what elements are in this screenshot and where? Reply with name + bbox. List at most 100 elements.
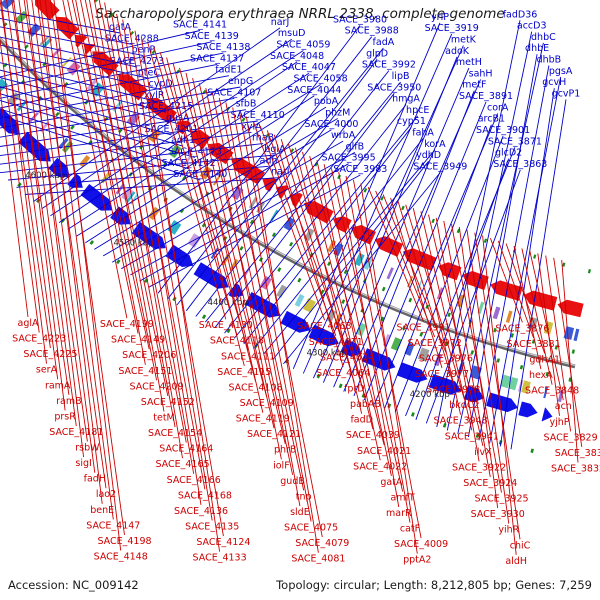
forward-marker-24 <box>70 125 75 130</box>
reverse-feature-block-34 <box>41 37 53 49</box>
forward-gene-leader-line <box>394 135 504 413</box>
figure-title: Saccharopolyspora erythraea NRRL 2338, c… <box>95 6 505 22</box>
reverse-gene-leader-line <box>110 8 195 474</box>
reverse-gene-label: SACE_4151 <box>118 366 172 377</box>
reverse-gene-label: SACE_4021 <box>357 446 411 457</box>
reverse-marker-9 <box>381 286 386 292</box>
reverse-gene-leader-line <box>26 0 85 458</box>
reverse-gene-leader-line <box>49 0 125 535</box>
reverse-feature-block-13 <box>354 252 365 267</box>
inner-marker-2 <box>533 254 537 259</box>
forward-gene-leader-line <box>214 93 395 328</box>
reverse-marker-7 <box>425 304 430 310</box>
reverse-gene-label: SACE_3977 <box>415 369 469 380</box>
forward-gene-label: fadA <box>373 37 395 48</box>
forward-marker-12 <box>297 277 302 283</box>
forward-gene-leader-line <box>50 50 304 217</box>
reverse-feature-block-12 <box>361 256 373 270</box>
forward-gene-leader-line <box>111 129 332 263</box>
reverse-gene-label: SACE_4119 <box>236 414 290 425</box>
forward-gene-leader-line <box>0 26 144 57</box>
reverse-gene-label: tetM <box>153 413 175 424</box>
forward-gene-leader-line <box>510 99 567 450</box>
forward-gene-label: SACE_3901 <box>476 125 530 136</box>
forward-gene-leader-line <box>0 69 167 113</box>
forward-marker-25 <box>55 111 60 117</box>
reverse-gene-leader-line <box>6 0 59 380</box>
accession-label: Accession: NC_009142 <box>8 578 139 592</box>
forward-feature-block-18 <box>276 284 287 298</box>
forward-gene-leader-line <box>415 158 510 420</box>
reverse-gene-arrow-22 <box>56 16 79 40</box>
forward-gene-label: SACE_4137 <box>190 53 244 64</box>
reverse-gene-label: sldE <box>290 507 310 518</box>
reverse-gene-label: benE <box>90 505 114 516</box>
reverse-gene-label: SACE_3881 <box>507 339 561 350</box>
forward-gene-leader-line <box>273 160 429 360</box>
forward-gene-label: SACE_3983 <box>333 164 387 175</box>
forward-gene-leader-line <box>58 61 298 223</box>
forward-gene-leader-line <box>292 22 441 369</box>
forward-marker-15 <box>239 245 244 251</box>
reverse-gene-label: amfT <box>390 493 414 504</box>
forward-gene-leader-line <box>436 20 521 428</box>
reverse-gene-label: SACE_4115 <box>217 367 271 378</box>
forward-gene-leader-line <box>0 75 229 119</box>
reverse-gene-label: serA <box>36 365 58 376</box>
forward-gene-label: gcvH <box>542 77 566 88</box>
reverse-gene-label: rsbW <box>75 443 100 454</box>
reverse-gene-label: gatA <box>380 477 403 488</box>
forward-gene-label: SACE_4288 <box>105 33 159 44</box>
reverse-gene-leader-line <box>360 183 418 554</box>
forward-gene-arrow-13 <box>165 244 194 267</box>
forward-gene-label: SACE_4138 <box>196 42 250 53</box>
reverse-gene-leader-line <box>128 25 213 521</box>
reverse-marker-3 <box>510 333 514 338</box>
forward-gene-label: SACE_4000 <box>304 119 358 130</box>
reverse-gene-label: SACE_4133 <box>193 553 247 564</box>
reverse-feature-block-0 <box>573 328 580 342</box>
reverse-gene-label: SACE_4209 <box>130 381 184 392</box>
forward-marker-13 <box>277 267 282 272</box>
outer-marker-16 <box>89 240 94 245</box>
forward-gene-label: SACE_4110 <box>231 110 285 121</box>
forward-gene-arrow-5 <box>397 362 428 383</box>
forward-feature-block-32 <box>79 154 91 168</box>
forward-marker-10 <box>341 299 346 304</box>
forward-gene-leader-line <box>457 42 544 434</box>
reverse-gene-label: phrB <box>274 445 296 456</box>
reverse-gene-label: SACE_3829 <box>544 432 598 443</box>
forward-gene-label: metH <box>456 57 482 68</box>
reverse-gene-label: SACE_3925 <box>474 494 528 505</box>
forward-gene-leader-line <box>176 47 384 306</box>
reverse-gene-leader-line <box>338 172 400 508</box>
reverse-gene-label: marR <box>386 508 412 519</box>
reverse-feature-block-26 <box>148 128 161 143</box>
forward-gene-label: metF <box>462 80 486 91</box>
reverse-gene-label: ilvX <box>474 447 492 458</box>
forward-gene-label: SACE_4273 <box>110 56 164 67</box>
forward-gene-label: SACE_3995 <box>322 153 376 164</box>
forward-gene-label: gusA <box>166 113 190 124</box>
reverse-gene-label: ramA <box>45 380 71 391</box>
forward-gene-arrow-3 <box>463 385 485 403</box>
forward-gene-label: fahA <box>412 128 434 139</box>
forward-marker-7 <box>402 325 406 331</box>
reverse-gene-label: ramB <box>56 396 82 407</box>
reverse-gene-leader-line <box>104 2 183 459</box>
forward-gene-label: arcB1 <box>478 114 505 125</box>
reverse-gene-label: SACE_4225 <box>23 349 77 360</box>
forward-gene-leader-line <box>148 174 361 288</box>
reverse-gene-leader-line <box>420 211 473 431</box>
reverse-gene-label: SACE_4199 <box>100 319 154 330</box>
inner-marker-1 <box>562 262 566 267</box>
reverse-gene-leader-line <box>23 0 88 442</box>
forward-gene-label: cyp51 <box>397 116 426 127</box>
reverse-gene-leader-line <box>287 143 366 399</box>
reverse-gene-leader-line <box>294 147 363 414</box>
forward-gene-leader-line <box>478 65 550 441</box>
forward-gene-label: SACE_4044 <box>287 85 341 96</box>
forward-gene-label: SACE_3988 <box>345 26 399 37</box>
